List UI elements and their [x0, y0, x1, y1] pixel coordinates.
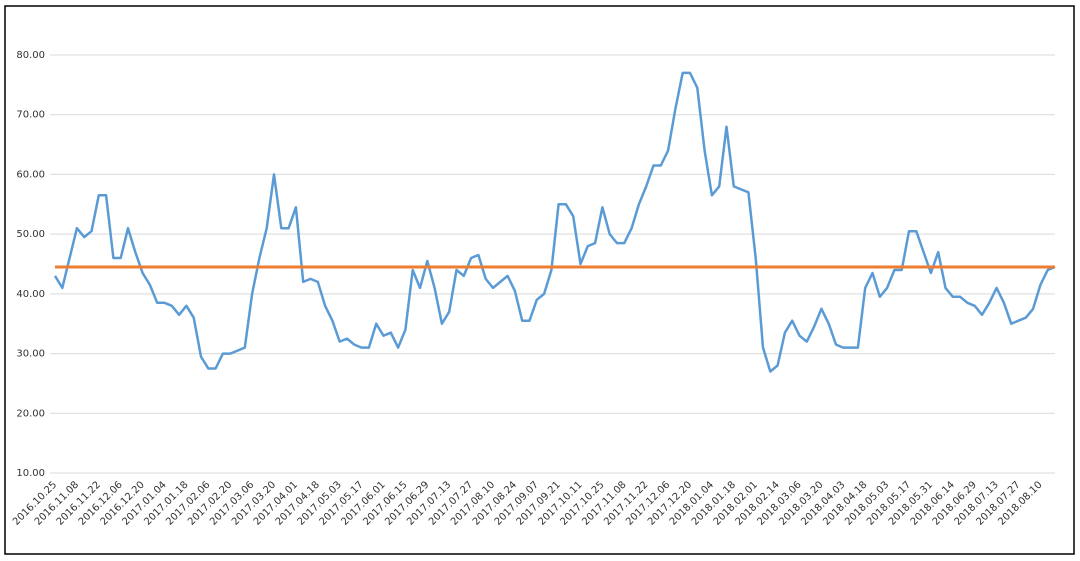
y-tick-label: 60.00 — [16, 169, 45, 180]
y-tick-label: 40.00 — [16, 289, 45, 300]
y-tick-label: 30.00 — [16, 349, 45, 360]
data-line — [53, 71, 1056, 373]
y-tick-label: 80.00 — [16, 50, 45, 61]
y-tick-label: 10.00 — [16, 468, 45, 479]
y-tick-label: 70.00 — [16, 110, 45, 121]
y-tick-label: 50.00 — [16, 229, 45, 240]
y-tick-label: 20.00 — [16, 408, 45, 419]
chart-border — [4, 5, 1075, 555]
